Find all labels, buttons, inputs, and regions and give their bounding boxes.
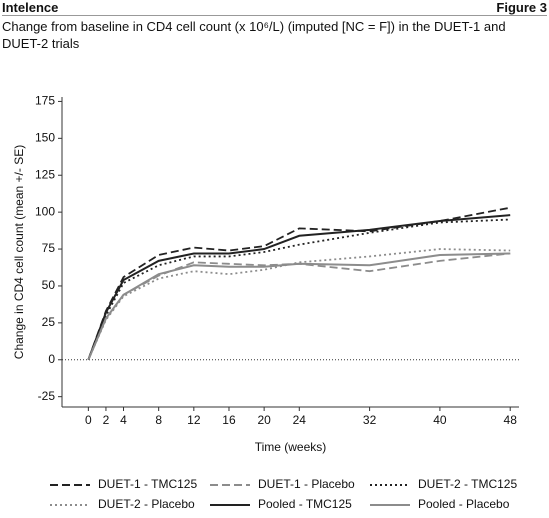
y-tick-label: 25 (42, 315, 56, 329)
y-tick-label: 50 (42, 278, 56, 292)
legend-label: DUET-1 - TMC125 (98, 477, 197, 491)
x-tick-label: 16 (222, 413, 236, 427)
x-tick-label: 48 (504, 413, 518, 427)
x-tick-label: 0 (85, 413, 92, 427)
y-tick-label: 100 (35, 204, 55, 218)
y-tick-label: -25 (38, 389, 56, 403)
series-line (87, 206, 511, 361)
series-line (87, 218, 511, 361)
y-tick-label: 75 (42, 241, 56, 255)
header-right: Figure 3 (496, 0, 547, 15)
y-tick-label: 125 (35, 167, 55, 181)
y-tick-label: 150 (35, 131, 55, 145)
legend-label: DUET-2 - Placebo (98, 497, 195, 511)
x-tick-label: 4 (120, 413, 127, 427)
y-tick-label: 175 (35, 94, 55, 108)
series-line (87, 252, 511, 361)
x-tick-label: 8 (155, 413, 162, 427)
legend-label: DUET-1 - Placebo (258, 477, 355, 491)
x-tick-label: 40 (433, 413, 447, 427)
legend-label: DUET-2 - TMC125 (418, 477, 517, 491)
x-tick-label: 32 (363, 413, 377, 427)
series-line (87, 214, 511, 361)
y-axis-label: Change in CD4 cell count (mean +/- SE) (12, 145, 26, 359)
x-tick-label: 20 (257, 413, 271, 427)
header-left: Intelence (2, 0, 59, 15)
legend-label: Pooled - TMC125 (258, 497, 352, 511)
chart-title: Change from baseline in CD4 cell count (… (2, 19, 506, 51)
x-tick-label: 24 (293, 413, 307, 427)
y-tick-label: 0 (48, 352, 55, 366)
x-tick-label: 12 (187, 413, 201, 427)
header: Intelence Figure 3 (2, 0, 547, 16)
legend-label: Pooled - Placebo (418, 497, 510, 511)
x-tick-label: 2 (103, 413, 110, 427)
x-axis-label: Time (weeks) (255, 440, 327, 454)
